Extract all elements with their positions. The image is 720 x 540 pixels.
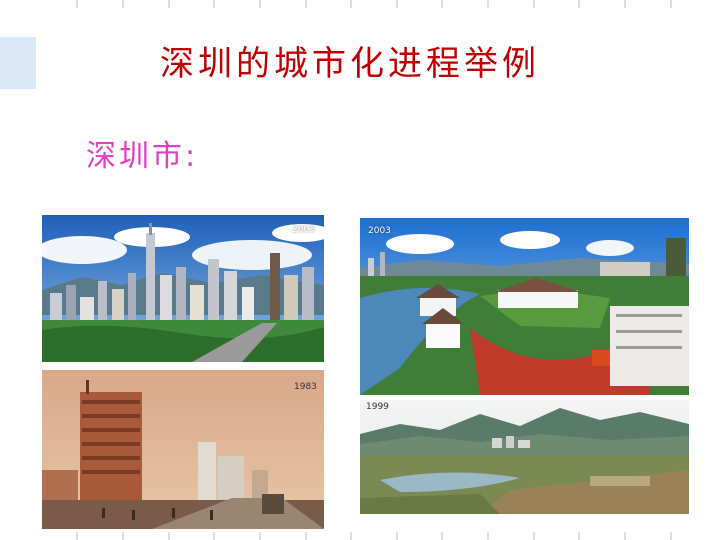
city-skyline-photo: 2003 [42, 215, 324, 362]
photo-year-label: 2003 [368, 226, 391, 236]
accent-block [0, 37, 36, 89]
slide-subtitle: 深圳市: [86, 139, 199, 174]
photo-year-label: 2003 [292, 225, 315, 235]
bottom-edge-marks [0, 530, 720, 540]
top-edge-marks [0, 0, 720, 10]
construction-street-photo: 1983 [42, 370, 324, 529]
valley-panorama-photo: 1999 [360, 400, 689, 514]
slide-title: 深圳的城市化进程举例 [160, 44, 540, 84]
photo-year-label: 1999 [366, 402, 389, 412]
waterfront-villa-photo: 2003 [360, 218, 689, 395]
photo-year-label: 1983 [294, 382, 317, 392]
